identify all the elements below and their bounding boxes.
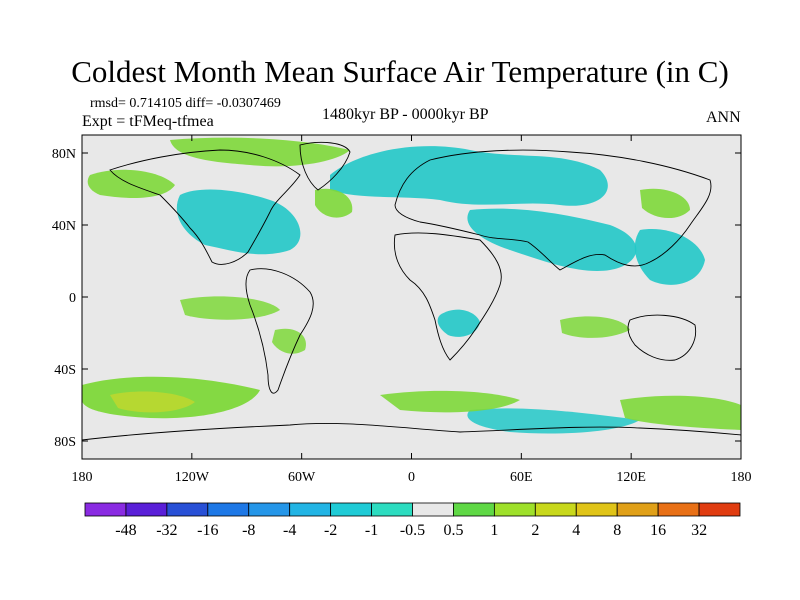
colorbar-label: 4 xyxy=(572,522,580,539)
colorbar-swatch xyxy=(493,502,536,517)
colorbar-swatch xyxy=(616,502,659,517)
colorbar-label: -8 xyxy=(242,522,255,539)
lon-tick-label: 60W xyxy=(288,470,316,485)
cool-region-west-pacific xyxy=(634,229,705,285)
colorbar-label: 8 xyxy=(613,522,621,539)
colorbar-swatch xyxy=(453,502,495,517)
colorbar-label: -0.5 xyxy=(400,522,425,539)
colorbar-swatch xyxy=(534,502,577,517)
colorbar-swatch xyxy=(289,502,332,517)
warm-region-southern-ocean-strong xyxy=(110,391,195,413)
lon-tick-label: 120W xyxy=(175,470,210,485)
colorbar-swatch xyxy=(166,502,209,517)
warm-region-indian-ocean xyxy=(560,316,630,338)
lon-tick-label: 180 xyxy=(731,470,752,485)
lon-tick-label: 0 xyxy=(408,470,415,485)
experiment-label: Expt = tFMeq-tfmea xyxy=(82,113,214,130)
colorbar-swatch xyxy=(371,502,413,517)
cool-region-north-america xyxy=(176,189,301,255)
lon-tick-label: 180 xyxy=(72,470,93,485)
colorbar-label: -2 xyxy=(324,522,337,539)
warm-region-south-america xyxy=(272,328,306,354)
colorbar-label: 16 xyxy=(650,522,666,539)
warm-region-tropical-pacific xyxy=(180,296,280,320)
warm-region-antarctica-east xyxy=(620,395,741,430)
coastline-north-america xyxy=(109,149,301,265)
colorbar-swatch xyxy=(698,502,741,517)
lat-tick-label: 80S xyxy=(54,435,76,450)
colorbar-label: -4 xyxy=(283,522,296,539)
warm-region-east-asia xyxy=(640,188,690,219)
colorbar-swatch xyxy=(84,502,127,517)
period-label: 1480kyr BP - 0000kyr BP xyxy=(322,106,489,123)
cool-region-asia xyxy=(467,208,637,271)
colorbar-label: -48 xyxy=(115,522,136,539)
colorbar-label: -16 xyxy=(197,522,218,539)
coastline-south-america xyxy=(245,268,314,394)
axis-ticks: 180 120W 60W 0 60E 120E 180 80N 40N 0 40S 80S xyxy=(52,135,752,485)
coastlines xyxy=(82,141,741,441)
colorbar-swatch xyxy=(248,502,291,517)
warm-region-north-pacific xyxy=(87,169,175,198)
colorbar-label: 1 xyxy=(490,522,498,539)
warm-region-southern-ocean-east xyxy=(380,390,520,413)
lat-tick-label: 0 xyxy=(69,291,76,306)
lat-tick-label: 40S xyxy=(54,363,76,378)
lon-tick-label: 120E xyxy=(616,470,646,485)
warm-region-atlantic xyxy=(315,188,353,218)
colorbar: -48 -32 -16 -8 -4 -2 -1 -0.5 0.5 1 2 4 8 16 32 xyxy=(84,502,741,539)
colorbar-label: -1 xyxy=(365,522,378,539)
colorbar-label: 2 xyxy=(531,522,539,539)
coastline-australia xyxy=(627,314,697,361)
colorbar-swatch xyxy=(330,502,372,517)
lat-tick-label: 40N xyxy=(52,219,76,234)
colorbar-swatch xyxy=(412,502,454,517)
coastline-greenland xyxy=(299,141,351,191)
warm-region-arctic xyxy=(170,137,350,167)
lon-tick-label: 60E xyxy=(510,470,533,485)
chart-title: Coldest Month Mean Surface Air Temperatu… xyxy=(71,54,729,89)
colorbar-label: 0.5 xyxy=(443,522,463,539)
colorbar-swatch xyxy=(207,502,250,517)
lat-tick-label: 80N xyxy=(52,147,76,162)
coastline-africa xyxy=(393,232,502,361)
coastline-eurasia xyxy=(394,149,712,271)
colorbar-label: 32 xyxy=(691,522,707,539)
colorbar-label: -32 xyxy=(156,522,177,539)
colorbar-swatch xyxy=(657,502,700,517)
cool-region-africa xyxy=(437,309,480,337)
season-label: ANN xyxy=(706,109,741,126)
coastline-antarctica xyxy=(82,422,741,441)
stats-text: rmsd= 0.714105 diff= -0.0307469 xyxy=(90,96,281,111)
colorbar-swatch xyxy=(125,502,168,517)
colorbar-swatch xyxy=(575,502,618,517)
